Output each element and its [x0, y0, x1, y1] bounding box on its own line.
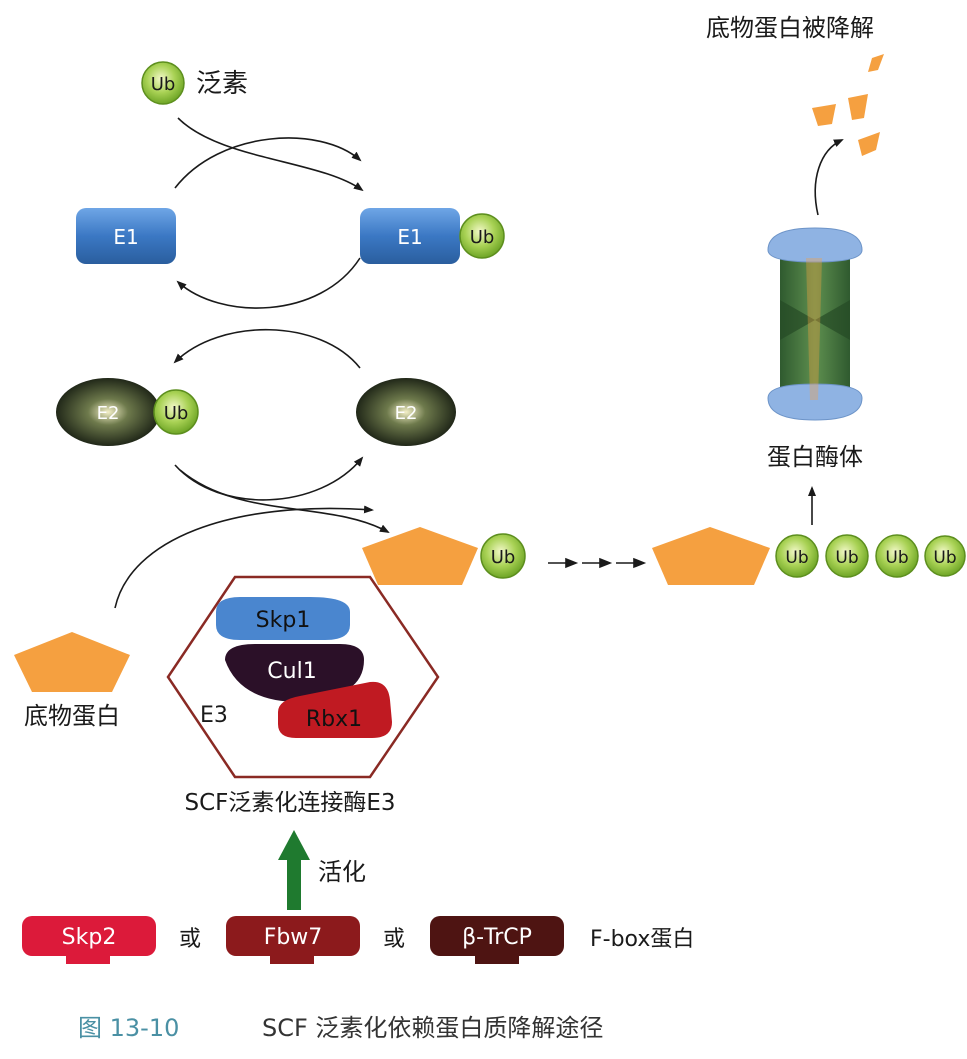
- scf-e3-complex: Skp1 Cul1 Rbx1 E3: [166, 575, 440, 779]
- ub-to-e1-arrow: [177, 117, 364, 192]
- cycle-arrows: [114, 117, 844, 609]
- e1-ub-complex: E1 Ub: [360, 208, 505, 264]
- ub-label: Ub: [785, 548, 808, 568]
- ub-label: Ub: [835, 548, 858, 568]
- substrate-polyubiquitin: Ub Ub Ub Ub: [652, 527, 966, 585]
- e2-ub-complex: E2 Ub: [56, 378, 199, 446]
- substrate-monoubiquitin: Ub: [362, 527, 526, 585]
- skp2-label: Skp2: [62, 925, 117, 950]
- degraded-label: 底物蛋白被降解: [706, 14, 874, 42]
- substrate-protein: 底物蛋白: [14, 632, 130, 730]
- cul1-label: Cul1: [267, 659, 316, 684]
- fbw7-label: Fbw7: [264, 925, 323, 950]
- substrate-label: 底物蛋白: [24, 702, 120, 730]
- caption-number: 图 13-10: [78, 1014, 179, 1042]
- or-label: 或: [179, 927, 201, 952]
- proteasome-out-arrow: [814, 139, 844, 216]
- fbox-label: F-box蛋白: [590, 927, 694, 952]
- ub-label: Ub: [491, 547, 516, 568]
- activation-arrow: 活化: [278, 830, 366, 910]
- degraded-fragments: 底物蛋白被降解: [706, 14, 884, 156]
- rbx1-label: Rbx1: [306, 707, 362, 732]
- e2-label: E2: [395, 403, 418, 424]
- proteasome-label: 蛋白酶体: [767, 443, 863, 471]
- e2-label: E2: [97, 403, 120, 424]
- e3-label: E3: [200, 703, 228, 728]
- e1-label: E1: [113, 225, 138, 249]
- e1-label: E1: [397, 225, 422, 249]
- ub-label: Ub: [151, 74, 176, 95]
- e1-enzyme-left: E1: [76, 208, 176, 264]
- e1-bottom-arc-arrow: [176, 257, 361, 309]
- activate-label: 活化: [318, 858, 366, 886]
- e2-bottom-arc-arrow: [174, 456, 364, 501]
- scf-name-label: SCF泛素化连接酶E3: [184, 790, 395, 816]
- skp2-protein: Skp2: [22, 916, 156, 964]
- substrate-up-arrow: [114, 505, 374, 609]
- polyubiquitination-arrows: [548, 557, 647, 569]
- caption-title: SCF 泛素化依赖蛋白质降解途径: [262, 1014, 603, 1042]
- e1-top-arc-arrow: [174, 137, 362, 189]
- e1-to-e2-arrow: [173, 328, 361, 369]
- ub-label: Ub: [470, 227, 495, 248]
- btrcp-protein: β-TrCP: [430, 916, 564, 964]
- cul1-subunit: [225, 644, 364, 702]
- ub-label: Ub: [933, 548, 956, 568]
- proteasome: 蛋白酶体: [767, 227, 863, 471]
- rbx1-subunit: [278, 681, 392, 738]
- skp1-label: Skp1: [256, 608, 311, 633]
- skp1-subunit: [216, 597, 350, 640]
- ub-label: Ub: [885, 548, 908, 568]
- ub-label: Ub: [164, 403, 189, 424]
- ub-circle: [141, 61, 185, 105]
- ub-name-label: 泛素: [196, 69, 248, 99]
- fbw7-protein: Fbw7: [226, 916, 360, 964]
- e2-to-substrate-arrow: [179, 469, 390, 533]
- btrcp-label: β-TrCP: [462, 925, 532, 950]
- e2-enzyme-right: E2: [356, 378, 456, 446]
- or-label: 或: [383, 927, 405, 952]
- free-ubiquitin: Ub 泛素: [141, 61, 248, 105]
